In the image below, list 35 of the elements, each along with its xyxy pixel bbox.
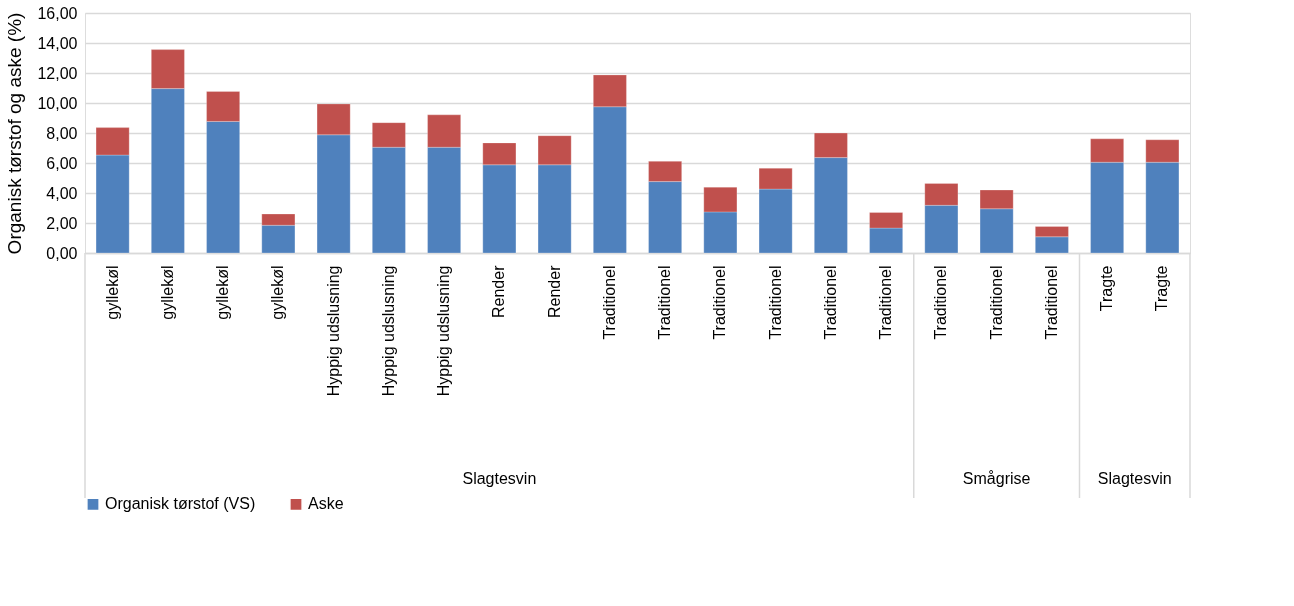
x-tick-label: Traditionel: [987, 265, 1005, 340]
legend-label: Aske: [308, 495, 344, 513]
y-tick-label: 8,00: [46, 124, 78, 142]
x-tick-label: Traditionel: [821, 265, 839, 340]
x-tick-label: Tragte: [1098, 265, 1116, 312]
x-tick-label: Traditionel: [600, 265, 618, 340]
y-tick-label: 4,00: [46, 184, 78, 202]
x-tick-label: Render: [490, 264, 508, 318]
y-tick-label: 0,00: [46, 244, 78, 262]
y-tick-label: 14,00: [37, 34, 78, 52]
y-tick-label: 10,00: [37, 94, 78, 112]
y-tick-label: 16,00: [37, 4, 78, 22]
text: Slagtesvin: [462, 470, 537, 487]
x-tick-label: Traditionel: [877, 265, 895, 340]
x-tick-label: Hyppig udslusning: [379, 265, 397, 397]
y-tick-label: 12,00: [37, 64, 78, 82]
x-tick-label: Traditionel: [711, 265, 729, 340]
x-tick-label: Tragte: [1153, 265, 1171, 312]
x-tick-label: Traditionel: [932, 265, 950, 340]
y-tick-label: 6,00: [46, 154, 78, 172]
x-tick-label: gyllekøl: [269, 265, 287, 320]
text: Smågrise: [962, 470, 1031, 487]
x-tick-label: Traditionel: [766, 265, 784, 340]
x-tick-label: Traditionel: [1042, 265, 1060, 340]
x-tick-label: gyllekøl: [158, 265, 176, 320]
text: Slagtesvin: [1097, 470, 1172, 487]
x-tick-label: gyllekøl: [214, 265, 232, 320]
legend-label: Organisk tørstof (VS): [105, 495, 256, 513]
y-tick-label: 2,00: [46, 214, 78, 232]
y-axis-title: Organisk tørstof og aske (%): [4, 12, 26, 255]
x-tick-label: Hyppig udslusning: [435, 265, 453, 397]
x-tick-label: Traditionel: [656, 265, 674, 340]
x-tick-label: Hyppig udslusning: [324, 265, 342, 397]
x-tick-label: Render: [545, 264, 563, 318]
x-tick-label: gyllekøl: [103, 265, 121, 320]
